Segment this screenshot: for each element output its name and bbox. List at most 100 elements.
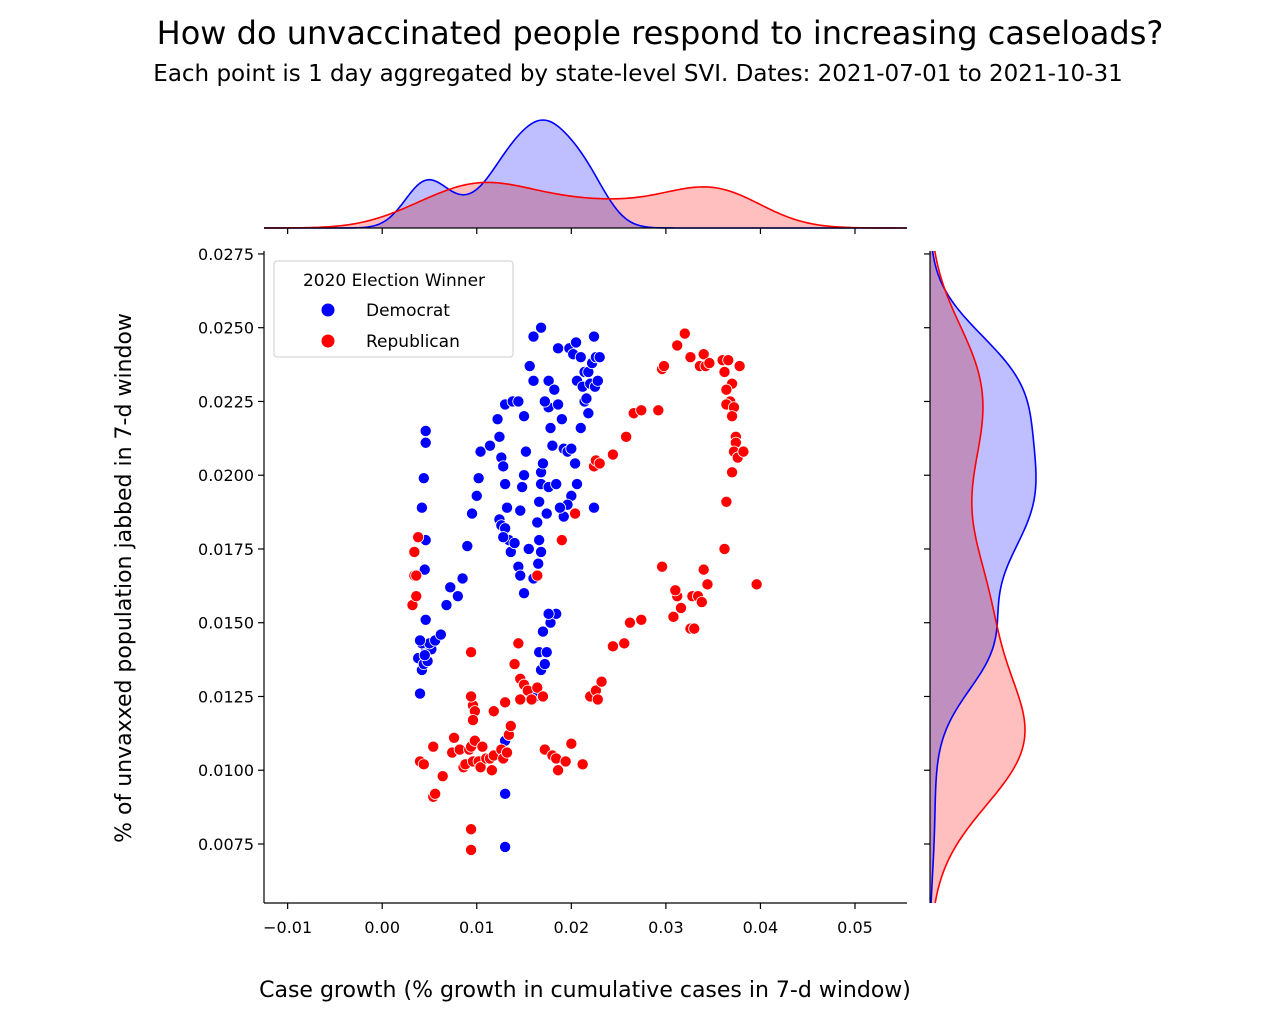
point-republican xyxy=(657,360,670,373)
point-democrat xyxy=(518,587,531,600)
y-tick-label: 0.0275 xyxy=(198,245,254,264)
point-republican xyxy=(675,601,688,614)
legend-marker-republican xyxy=(321,334,335,348)
point-republican xyxy=(525,693,538,706)
y-tick-label: 0.0100 xyxy=(198,761,254,780)
point-democrat xyxy=(538,395,551,408)
legend-frame xyxy=(273,260,514,358)
legend-marker-democrat xyxy=(321,303,335,317)
point-republican xyxy=(408,545,421,558)
top-kde-fill-republican xyxy=(264,182,907,228)
chart-title: How do unvaccinated people respond to in… xyxy=(157,14,1164,52)
point-republican xyxy=(703,357,716,370)
point-democrat xyxy=(527,330,540,343)
point-republican xyxy=(465,843,478,856)
point-democrat xyxy=(418,649,431,662)
point-democrat xyxy=(536,625,549,638)
point-democrat xyxy=(417,472,430,485)
point-democrat xyxy=(516,481,529,494)
point-republican xyxy=(465,646,478,659)
point-democrat xyxy=(580,392,593,405)
point-democrat xyxy=(497,460,510,473)
point-democrat xyxy=(574,422,587,435)
point-democrat xyxy=(434,628,447,641)
point-republican xyxy=(499,696,512,709)
point-democrat xyxy=(419,424,432,437)
y-tick-label: 0.0125 xyxy=(198,687,254,706)
point-republican xyxy=(512,637,525,650)
point-republican xyxy=(623,616,636,629)
point-republican xyxy=(412,531,425,544)
point-democrat xyxy=(523,360,536,373)
point-democrat xyxy=(512,395,525,408)
point-republican xyxy=(750,578,763,591)
point-democrat xyxy=(533,495,546,508)
point-democrat xyxy=(419,613,432,626)
point-republican xyxy=(620,430,633,443)
point-republican xyxy=(591,693,604,706)
point-democrat xyxy=(550,478,563,491)
point-democrat xyxy=(514,569,527,582)
legend: 2020 Election Winner Democrat Republican xyxy=(273,260,514,358)
point-democrat xyxy=(553,501,566,514)
right-kde-line-democrat xyxy=(930,250,1037,904)
point-democrat xyxy=(536,457,549,470)
point-democrat xyxy=(574,351,587,364)
point-democrat xyxy=(591,374,604,387)
point-democrat xyxy=(546,439,559,452)
point-republican xyxy=(595,675,608,688)
point-republican xyxy=(504,719,517,732)
point-democrat xyxy=(444,581,457,594)
point-republican xyxy=(606,448,619,461)
point-democrat xyxy=(533,534,546,547)
y-tick-label: 0.0225 xyxy=(198,392,254,411)
point-republican xyxy=(536,690,549,703)
point-democrat xyxy=(418,563,431,576)
point-republican xyxy=(733,360,746,373)
point-democrat xyxy=(415,501,428,514)
point-democrat xyxy=(540,507,553,520)
point-republican xyxy=(417,758,430,771)
point-republican xyxy=(678,327,691,340)
point-democrat xyxy=(440,599,453,612)
top-marginal-kde xyxy=(263,119,907,229)
point-democrat xyxy=(519,445,532,458)
point-democrat xyxy=(461,540,474,553)
point-democrat xyxy=(501,501,514,514)
x-tick-label: 0.00 xyxy=(364,918,400,937)
point-republican xyxy=(697,563,710,576)
point-republican xyxy=(465,823,478,836)
point-democrat xyxy=(535,545,548,558)
point-democrat xyxy=(565,442,578,455)
point-democrat xyxy=(472,472,485,485)
point-democrat xyxy=(542,607,555,620)
point-republican xyxy=(688,622,701,635)
point-republican xyxy=(593,457,606,470)
point-democrat xyxy=(522,542,535,555)
point-democrat xyxy=(499,840,512,853)
point-republican xyxy=(671,339,684,352)
point-democrat xyxy=(582,407,595,420)
point-republican xyxy=(410,590,423,603)
point-democrat xyxy=(499,787,512,800)
x-tick-label: 0.05 xyxy=(837,918,873,937)
point-republican xyxy=(429,787,442,800)
point-democrat xyxy=(588,330,601,343)
point-democrat xyxy=(451,590,464,603)
point-democrat xyxy=(535,321,548,334)
point-republican xyxy=(514,693,527,706)
x-tick-label: −0.01 xyxy=(263,918,312,937)
legend-label-republican: Republican xyxy=(366,332,460,352)
point-republican xyxy=(552,764,565,777)
x-tick-label: 0.02 xyxy=(554,918,590,937)
point-democrat xyxy=(548,383,561,396)
point-democrat xyxy=(493,430,506,443)
point-republican xyxy=(555,534,568,547)
point-republican xyxy=(669,584,682,597)
point-republican xyxy=(720,383,733,396)
point-republican xyxy=(531,569,544,582)
point-republican xyxy=(737,445,750,458)
point-democrat xyxy=(555,413,568,426)
point-democrat xyxy=(531,516,544,529)
point-republican xyxy=(635,613,648,626)
